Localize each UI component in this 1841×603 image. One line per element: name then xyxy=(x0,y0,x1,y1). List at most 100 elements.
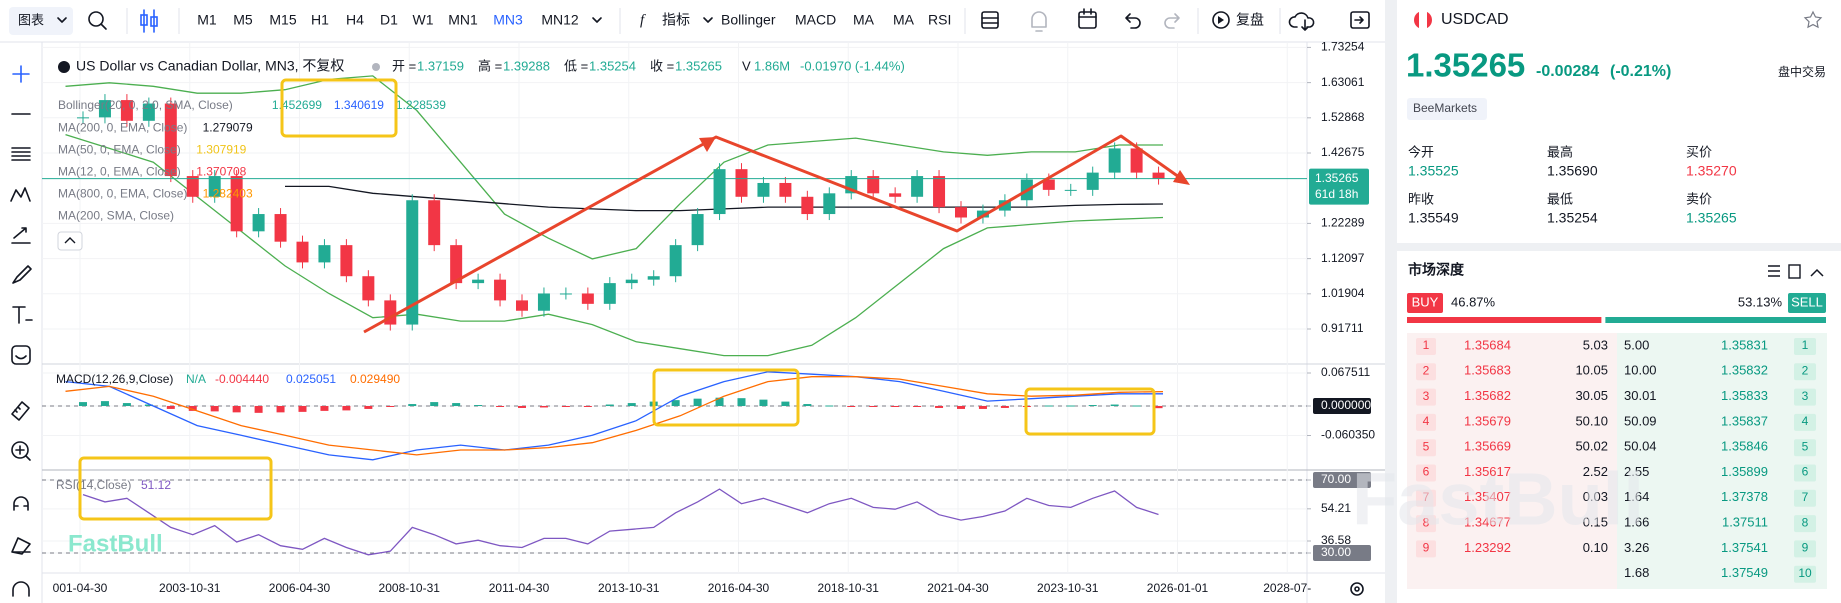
collapse-icon[interactable] xyxy=(1810,268,1824,277)
text-tool[interactable] xyxy=(12,306,33,324)
lock-tool[interactable] xyxy=(11,537,31,555)
pattern-tool[interactable] xyxy=(10,187,31,202)
indicator-button[interactable]: MA xyxy=(893,12,915,28)
histogram-bar xyxy=(408,404,417,406)
candle-type-icon[interactable] xyxy=(140,9,158,33)
symbol: USDCAD xyxy=(1441,11,1509,28)
candle xyxy=(955,207,967,218)
magnet-tool[interactable] xyxy=(13,496,29,511)
histogram-bar xyxy=(518,405,526,408)
bid-index-box xyxy=(1416,338,1436,355)
candle xyxy=(867,176,880,194)
doc-icon[interactable] xyxy=(1788,264,1801,279)
timeframe-button[interactable]: W1 xyxy=(413,12,434,28)
layout-icon[interactable] xyxy=(981,11,999,29)
projection-tool[interactable] xyxy=(11,227,31,244)
emoji-tool[interactable] xyxy=(11,345,31,365)
visibility-tool[interactable] xyxy=(12,581,30,597)
calendar-icon[interactable] xyxy=(1078,8,1097,29)
ruler-tool[interactable] xyxy=(11,401,30,421)
ask-volume: 5.00 xyxy=(1624,337,1649,352)
alert-icon[interactable] xyxy=(1031,11,1047,32)
bid-index-box xyxy=(1416,489,1436,507)
timeframe-button[interactable]: D1 xyxy=(380,12,398,28)
x-tick-label: 2026-01-01 xyxy=(1147,581,1209,595)
timeframe-button[interactable]: M5 xyxy=(233,12,253,28)
replay-button[interactable]: 复盘 xyxy=(1236,12,1264,28)
collapse-button[interactable] xyxy=(57,231,83,251)
chevron-icon[interactable] xyxy=(703,17,713,23)
histogram-bar xyxy=(320,405,329,411)
bid-price: 1.35684 xyxy=(1464,337,1511,352)
histogram-bar xyxy=(430,402,439,406)
stat-label: 昨收 xyxy=(1408,191,1434,206)
timeframe-button[interactable]: M1 xyxy=(197,12,217,28)
indicator-label: Bollinger(20, 0, 2.0, SMA, Close) xyxy=(58,98,233,112)
chart-menu-button[interactable] xyxy=(9,7,73,35)
cloud-icon[interactable] xyxy=(1288,12,1315,31)
indicator-button[interactable]: MACD xyxy=(795,12,836,28)
ask-index-box xyxy=(1794,439,1816,457)
settings-icon[interactable] xyxy=(1350,582,1364,596)
redo-icon[interactable] xyxy=(1164,13,1180,29)
candle xyxy=(1130,148,1143,173)
ask-price: 1.35833 xyxy=(1721,388,1768,403)
fullscreen-icon[interactable] xyxy=(1350,11,1370,29)
ask-price: 1.35832 xyxy=(1721,363,1768,378)
timeframe-button[interactable]: MN3 xyxy=(493,12,523,28)
favorite-icon[interactable] xyxy=(1803,10,1823,29)
bid-volume: 50.02 xyxy=(1575,439,1608,454)
replay-icon[interactable] xyxy=(1212,11,1230,29)
ohlc-value: 1.35265 xyxy=(675,58,722,73)
ask-index-box xyxy=(1794,338,1816,355)
bid-price: 1.35407 xyxy=(1464,489,1511,504)
timeframe-button[interactable]: H1 xyxy=(311,12,329,28)
ask-index: 2 xyxy=(1802,363,1809,377)
overlay-line xyxy=(65,133,1164,357)
indicator-button[interactable]: MA xyxy=(853,12,875,28)
indicator-label: MA(12, 0, EMA, Close) xyxy=(58,164,181,178)
y-tick-label: -0.060350 xyxy=(1321,428,1375,442)
undo-icon[interactable] xyxy=(1125,13,1141,29)
y-tick-label: 0.91711 xyxy=(1321,321,1364,335)
ask-price: 1.35846 xyxy=(1721,439,1768,454)
x-tick-label: 2016-04-30 xyxy=(708,581,770,595)
sell-label: SELL xyxy=(1791,294,1823,309)
timeframe-button[interactable]: MN1 xyxy=(448,12,478,28)
crosshair-tool[interactable] xyxy=(12,65,30,83)
timeframe-button[interactable]: H4 xyxy=(346,12,364,28)
histogram-bar xyxy=(144,404,153,406)
menu-icon[interactable] xyxy=(1768,265,1780,277)
y-tick-label: 1.22289 xyxy=(1321,216,1365,230)
ask-price: 1.37511 xyxy=(1722,515,1768,530)
indicator-button[interactable]: Bollinger xyxy=(721,12,776,28)
bid-index-box xyxy=(1416,413,1436,431)
rsi-value: 51.12 xyxy=(141,478,171,492)
indicator-button[interactable]: RSI xyxy=(928,12,951,28)
ask-volume: 1.64 xyxy=(1624,489,1649,504)
bid-index: 5 xyxy=(1423,439,1430,453)
highlight-box xyxy=(280,78,398,138)
stat-value: 1.35270 xyxy=(1686,163,1737,179)
fib-tool[interactable] xyxy=(11,147,31,161)
drawing-tools xyxy=(10,65,33,597)
histogram-bar xyxy=(1154,405,1163,409)
indicators-button[interactable]: 指标 xyxy=(662,12,690,28)
last-price-label: 1.35265 xyxy=(1315,171,1359,185)
y-tick-label: 0.067511 xyxy=(1321,365,1370,379)
highlight-box xyxy=(1024,387,1156,436)
chevron-icon[interactable] xyxy=(592,17,602,23)
candle xyxy=(494,279,507,301)
countdown-label: 61d 18h xyxy=(1315,187,1358,201)
histogram-bar xyxy=(188,405,197,411)
zoom-tool[interactable] xyxy=(11,441,31,461)
stat-value: 1.35549 xyxy=(1408,210,1459,226)
timeframe-button[interactable]: MN12 xyxy=(541,12,579,28)
brush-tool[interactable] xyxy=(12,265,32,284)
timeframe-button[interactable]: M15 xyxy=(269,12,296,28)
ask-price: 1.35837 xyxy=(1721,413,1768,428)
x-tick-label: 2013-10-31 xyxy=(598,581,660,595)
x-tick-label: 2023-10-31 xyxy=(1037,581,1099,595)
candle xyxy=(581,293,594,304)
search-icon[interactable] xyxy=(88,11,107,30)
